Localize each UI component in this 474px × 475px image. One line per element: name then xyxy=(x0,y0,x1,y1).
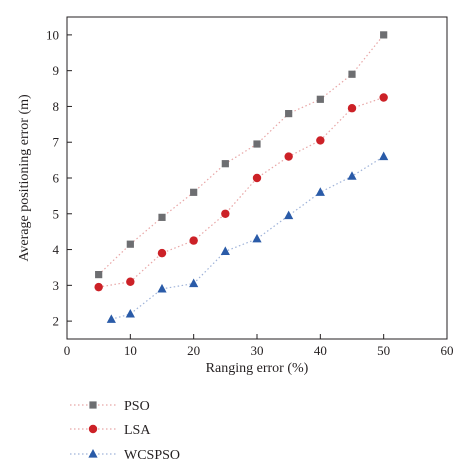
series-marks xyxy=(94,31,389,323)
y-tick-label: 7 xyxy=(53,135,60,150)
lsa-data-point xyxy=(347,104,357,113)
y-tick-label: 10 xyxy=(46,27,59,42)
wcspso-data-point xyxy=(189,278,199,288)
pso-data-point xyxy=(348,70,356,78)
y-tick-label: 5 xyxy=(53,206,60,221)
wcspso-data-point xyxy=(220,246,230,255)
pso-data-point xyxy=(380,31,388,39)
wcspso-data-point xyxy=(379,151,389,161)
legend: PSO LSA WCSPSO xyxy=(70,399,180,463)
lsa-data-point xyxy=(189,236,198,245)
x-tick-label: 0 xyxy=(64,343,71,358)
lsa-data-point xyxy=(379,93,388,102)
y-tick-label: 3 xyxy=(53,278,60,293)
pso-data-point xyxy=(285,110,293,118)
lsa-data-point xyxy=(126,277,135,286)
wcspso-data-point xyxy=(252,233,262,243)
x-tick-label: 50 xyxy=(377,343,390,358)
wcspso-data-point xyxy=(315,187,325,196)
y-tick-label: 9 xyxy=(53,63,60,78)
legend-pso-label: PSO xyxy=(124,399,150,414)
wcspso-data-point xyxy=(157,283,167,293)
x-tick-label: 60 xyxy=(441,343,454,358)
y-tick-label: 6 xyxy=(53,171,60,186)
wcspso-data-point xyxy=(284,210,294,220)
y-tick-label: 8 xyxy=(53,99,60,114)
lsa-data-point xyxy=(221,209,230,218)
pso-data-point xyxy=(158,213,166,221)
legend-lsa-label: LSA xyxy=(124,423,151,438)
lsa-series-line xyxy=(98,96,384,288)
x-axis-title: Ranging error (%) xyxy=(206,361,309,376)
pso-data-point xyxy=(190,188,198,196)
series-lines xyxy=(98,34,385,320)
y-tick-label: 4 xyxy=(53,242,60,257)
x-tick-label: 20 xyxy=(187,343,200,358)
lsa-data-point xyxy=(252,173,262,183)
wcspso-data-point xyxy=(125,308,135,318)
lsa-data-point xyxy=(284,152,293,161)
lsa-data-point xyxy=(157,248,167,258)
x-axis: 0 10 20 30 40 50 60 xyxy=(64,334,454,358)
lsa-data-point xyxy=(94,282,103,292)
pso-data-point xyxy=(316,95,324,103)
y-tick-label: 2 xyxy=(53,314,60,329)
y-axis: 2 3 4 5 6 7 8 9 10 xyxy=(46,27,72,329)
wcspso-data-point xyxy=(106,314,116,323)
x-tick-label: 30 xyxy=(251,343,264,358)
legend-lsa-marker xyxy=(88,424,98,434)
pso-data-point xyxy=(126,240,134,248)
y-axis-title: Average positioning error (m) xyxy=(17,94,32,262)
x-tick-label: 40 xyxy=(314,343,327,358)
pso-data-point xyxy=(253,140,261,148)
wcspso-series-line xyxy=(111,156,384,320)
legend-wcspso-label: WCSPSO xyxy=(124,448,180,463)
legend-pso-marker xyxy=(89,401,97,409)
pso-data-point xyxy=(95,271,103,279)
legend-wcspso-marker xyxy=(88,449,98,458)
pso-series-line xyxy=(98,34,385,276)
lsa-data-point xyxy=(316,136,325,145)
wcspso-data-point xyxy=(347,171,357,180)
x-tick-label: 10 xyxy=(124,343,137,358)
pso-data-point xyxy=(221,160,229,168)
